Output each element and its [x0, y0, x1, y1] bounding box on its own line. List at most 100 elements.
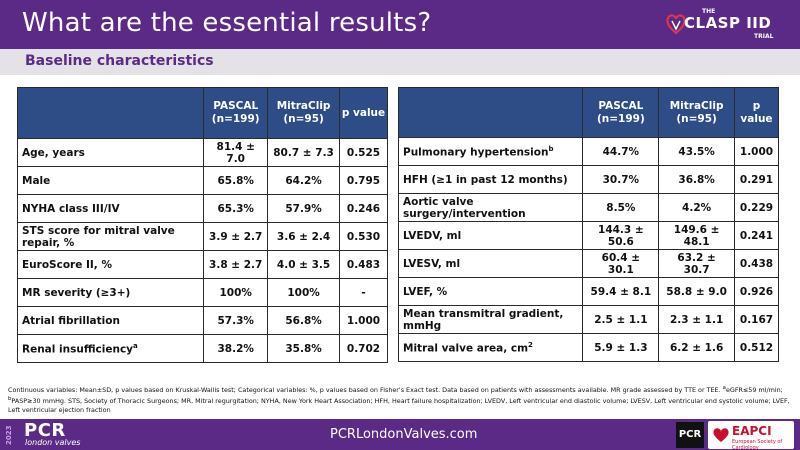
- row-label-text: LVESV, ml: [403, 257, 461, 270]
- pcr-logo: PCR: [24, 420, 66, 441]
- table-row: Aortic valve surgery/intervention 8.5% 4.2…: [397, 193, 779, 222]
- cell-mitraclip: 6.2 ± 1.6: [658, 333, 735, 362]
- cell-mitraclip: 56.8%: [267, 306, 340, 335]
- cell-p-value-text: 0.525: [346, 146, 381, 159]
- table-row: Atrial fibrillation 57.3% 56.8% 1.000: [16, 306, 388, 335]
- table-row: Age, years 81.4 ± 7.0 80.7 ± 7.3 0.525: [16, 138, 388, 167]
- cell-mitraclip: 4.0 ± 3.5: [267, 250, 340, 279]
- cell-p-value: 0.926: [734, 277, 779, 306]
- table-row: LVEDV, ml 144.3 ± 50.6 149.6 ± 48.1 0.241: [397, 221, 779, 250]
- cell-p-value-text: 1.000: [346, 314, 381, 327]
- cell-p-value-text: 0.530: [346, 230, 381, 243]
- cell-pascal-text: 65.3%: [217, 202, 254, 215]
- cell-mitraclip: 80.7 ± 7.3: [267, 138, 340, 167]
- pcr-subtitle: london valves: [25, 438, 81, 447]
- cell-p-value: 0.246: [339, 194, 388, 223]
- row-label: MR severity (≥3+): [16, 278, 205, 307]
- cell-mitraclip: 57.9%: [267, 194, 340, 223]
- cell-pascal-text: 3.9 ± 2.7: [209, 230, 263, 243]
- cell-p-value-text: 0.167: [739, 313, 774, 326]
- cell-mitraclip-text: 57.9%: [285, 202, 322, 215]
- row-label: Aortic valve surgery/intervention: [397, 193, 584, 222]
- row-label: HFH (≥1 in past 12 months): [397, 165, 584, 194]
- cell-pascal-text: 65.8%: [217, 174, 254, 187]
- table-row: LVEF, % 59.4 ± 8.1 58.8 ± 9.0 0.926: [397, 277, 779, 306]
- cell-mitraclip: 149.6 ± 48.1: [658, 221, 735, 250]
- cell-mitraclip: 3.6 ± 2.4: [267, 222, 340, 251]
- row-label-text: HFH (≥1 in past 12 months): [403, 173, 568, 186]
- cell-mitraclip-text: 36.8%: [678, 173, 715, 186]
- header-cell-empty: [16, 87, 205, 139]
- cell-mitraclip: 36.8%: [658, 165, 735, 194]
- cell-p-value-text: -: [361, 286, 366, 299]
- slide-footer: 2023 PCR london valves PCRLondonValves.c…: [0, 419, 800, 450]
- cell-pascal-text: 100%: [219, 286, 252, 299]
- row-label-text: STS score for mitral valve repair, %: [22, 224, 175, 249]
- table-row: Mitral valve area, cm2 5.9 ± 1.3 6.2 ± 1.6…: [397, 333, 779, 362]
- header-cell-p-value: p value: [734, 87, 779, 138]
- row-label: Atrial fibrillation: [16, 306, 205, 335]
- cell-mitraclip-text: 100%: [287, 286, 320, 299]
- row-label-text: Male: [22, 174, 51, 187]
- cell-p-value-text: 1.000: [739, 145, 774, 158]
- section-title: Baseline characteristics: [25, 53, 214, 69]
- header-cell-pascal: PASCAL (n=199): [582, 87, 660, 138]
- cell-mitraclip: 64.2%: [267, 166, 340, 195]
- row-label-text: MR severity (≥3+): [22, 286, 131, 299]
- row-label: Male: [16, 166, 205, 195]
- cell-p-value: 0.512: [734, 333, 779, 362]
- cell-p-value: 0.530: [339, 222, 388, 251]
- cell-mitraclip-text: 4.0 ± 3.5: [276, 258, 331, 271]
- cell-p-value-text: 0.483: [346, 258, 381, 271]
- row-label: Mean transmitral gradient, mmHg: [397, 305, 584, 334]
- cell-mitraclip-text: 56.8%: [285, 314, 322, 327]
- cell-pascal: 100%: [203, 278, 269, 307]
- cell-pascal-text: 81.4 ± 7.0: [216, 140, 255, 165]
- row-label: Pulmonary hypertensionb: [397, 137, 584, 166]
- footnote: Continuous variables: Mean±SD, p values …: [8, 384, 794, 415]
- cell-pascal: 2.5 ± 1.1: [582, 305, 660, 334]
- row-label: Age, years: [16, 138, 205, 167]
- table-row: MR severity (≥3+) 100% 100% -: [16, 278, 388, 307]
- cell-mitraclip: 35.8%: [267, 334, 340, 363]
- cell-p-value: 1.000: [734, 137, 779, 166]
- cell-pascal-text: 8.5%: [606, 201, 636, 214]
- cell-pascal: 65.8%: [203, 166, 269, 195]
- row-label-text: EuroScore II, %: [22, 258, 112, 271]
- cell-mitraclip: 100%: [267, 278, 340, 307]
- header-cell-pascal: PASCAL (n=199): [203, 87, 269, 139]
- cell-pascal: 65.3%: [203, 194, 269, 223]
- cell-p-value: -: [339, 278, 388, 307]
- header-cell-empty: [397, 87, 584, 138]
- cell-mitraclip-text: 35.8%: [285, 342, 322, 355]
- table-row: EuroScore II, % 3.8 ± 2.7 4.0 ± 3.5 0.483: [16, 250, 388, 279]
- slide-title: What are the essential results?: [22, 8, 432, 38]
- cell-pascal-text: 59.4 ± 8.1: [590, 285, 652, 298]
- row-label-superscript: a: [133, 341, 138, 350]
- cell-pascal: 8.5%: [582, 193, 660, 222]
- row-label-text: LVEF, %: [403, 285, 448, 298]
- row-label-text: Age, years: [22, 146, 85, 159]
- cell-p-value-text: 0.291: [739, 173, 774, 186]
- table-header-row: PASCAL (n=199) MitraClip (n=95) p value: [16, 87, 388, 139]
- footnote-sup-b: b: [8, 396, 12, 403]
- eapci-badge: EAPCI European Society of Cardiology: [708, 421, 794, 450]
- row-label-text: Mean transmitral gradient, mmHg: [403, 307, 564, 332]
- cell-pascal: 60.4 ± 30.1: [582, 249, 660, 278]
- row-label: LVESV, ml: [397, 249, 584, 278]
- eapci-subtitle: European Society of Cardiology: [732, 439, 783, 450]
- row-label-text: Pulmonary hypertension: [403, 146, 549, 159]
- footer-url[interactable]: PCRLondonValves.com: [330, 427, 478, 442]
- cell-pascal-text: 44.7%: [602, 145, 640, 158]
- eapci-text: EAPCI: [732, 424, 772, 438]
- cell-pascal: 5.9 ± 1.3: [582, 333, 660, 362]
- cell-mitraclip-text: 3.6 ± 2.4: [276, 230, 331, 243]
- cell-mitraclip-text: 63.2 ± 30.7: [677, 251, 716, 276]
- logo-trial-text: TRIAL: [754, 33, 774, 40]
- section-subheader: Baseline characteristics: [0, 49, 800, 75]
- cell-mitraclip: 2.3 ± 1.1: [658, 305, 735, 334]
- cell-pascal-text: 5.9 ± 1.3: [594, 341, 648, 354]
- cell-mitraclip: 63.2 ± 30.7: [658, 249, 735, 278]
- cell-p-value: 0.702: [339, 334, 388, 363]
- row-label: STS score for mitral valve repair, %: [16, 222, 205, 251]
